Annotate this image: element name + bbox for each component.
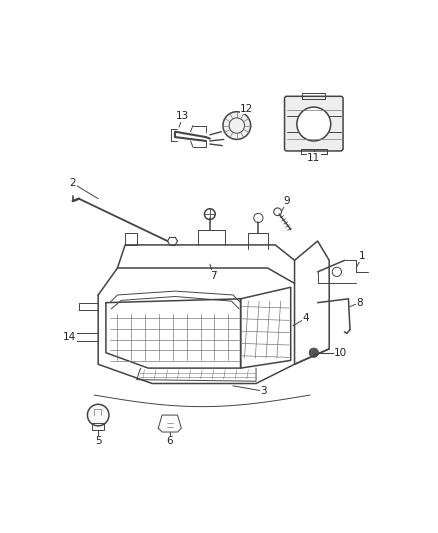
Circle shape [88, 405, 109, 426]
Text: 14: 14 [63, 332, 76, 342]
Text: 5: 5 [95, 436, 102, 446]
Circle shape [223, 112, 251, 140]
Circle shape [297, 107, 331, 141]
Text: 10: 10 [334, 348, 347, 358]
Text: 2: 2 [70, 179, 76, 188]
Text: 9: 9 [283, 196, 290, 206]
Text: 6: 6 [166, 436, 173, 446]
Circle shape [309, 348, 318, 357]
FancyBboxPatch shape [285, 96, 343, 151]
Text: 11: 11 [307, 153, 321, 163]
Text: 4: 4 [303, 313, 309, 323]
Text: 7: 7 [210, 271, 217, 281]
Text: 13: 13 [176, 111, 190, 122]
Text: 12: 12 [240, 103, 254, 114]
Text: 8: 8 [357, 297, 363, 308]
Text: 1: 1 [359, 252, 366, 262]
Text: 3: 3 [261, 386, 267, 396]
